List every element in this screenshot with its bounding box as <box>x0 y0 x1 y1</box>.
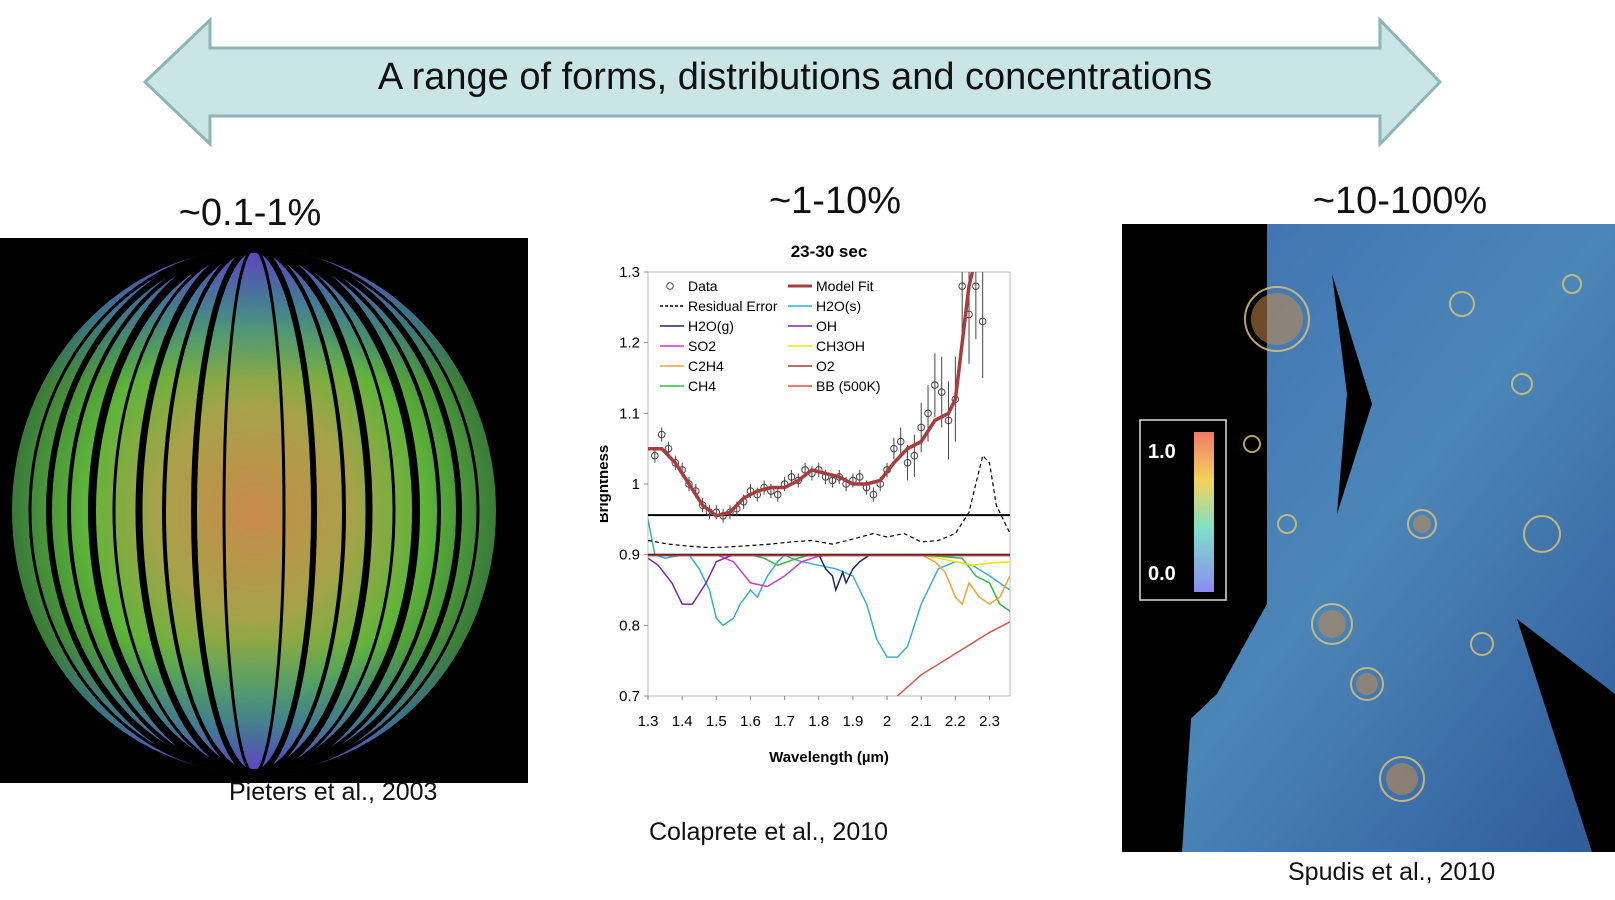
y-tick-label: 1.1 <box>619 405 640 422</box>
x-tick-label: 2.1 <box>911 713 932 730</box>
percent-label-low: ~0.1-1% <box>178 192 322 234</box>
data-point <box>958 282 966 290</box>
legend-label-so2: SO2 <box>688 338 716 354</box>
legend-label-ch4: CH4 <box>688 378 716 394</box>
radar-map-image: 1.0 0.0 <box>1122 224 1615 852</box>
y-tick-label: 0.9 <box>619 547 640 564</box>
data-point <box>937 388 946 396</box>
data-point <box>685 480 693 488</box>
data-point <box>972 282 980 290</box>
x-tick-label: 1.6 <box>740 713 761 730</box>
y-axis-label: Brightness <box>600 445 612 523</box>
moon-globe-graphic <box>12 249 496 773</box>
x-tick-label: 1.5 <box>706 713 727 730</box>
legend-label-ch3oh: CH3OH <box>816 338 865 354</box>
data-point <box>828 476 837 485</box>
legend-label-o2: O2 <box>816 358 835 374</box>
x-tick-label: 1.3 <box>638 713 659 730</box>
data-point <box>910 451 919 460</box>
y-tick-label: 1.2 <box>619 335 640 352</box>
legend-label-model-fit: Model Fit <box>816 278 874 294</box>
spectrum-chart: 23-30 sec 0.7 0.8 0.9 1 1.1 1.2 1.3 1.3 1.4 1.5 1.6… <box>600 242 1011 766</box>
data-point <box>931 381 939 389</box>
series-line-model-fit <box>648 272 975 518</box>
x-tick-label: 1.4 <box>672 713 693 730</box>
plot-series-group <box>648 272 1010 696</box>
x-tick-label: 1.8 <box>808 713 829 730</box>
x-tick-label: 1.7 <box>774 713 795 730</box>
radar-map-graphic: 1.0 0.0 <box>1122 224 1615 852</box>
data-point <box>671 459 680 467</box>
colorbar-min-label: 0.0 <box>1148 563 1176 585</box>
legend-label-data: Data <box>688 278 718 294</box>
series-line-c2h4 <box>648 553 1010 606</box>
citation-pieters: Pieters et al., 2003 <box>229 778 438 806</box>
x-axis-label: Wavelength (µm) <box>769 749 889 766</box>
double-arrow-shape <box>142 16 1443 148</box>
legend-label-h2o-g-: H2O(g) <box>688 318 734 334</box>
colorbar-max-label: 1.0 <box>1148 441 1176 463</box>
citation-colaprete: Colaprete et al., 2010 <box>649 818 889 846</box>
x-tick-label: 2.3 <box>979 713 1000 730</box>
radar-swath <box>1122 224 1615 852</box>
data-point <box>890 444 898 453</box>
chart-title: 23-30 sec <box>791 242 868 261</box>
data-point <box>869 490 878 499</box>
y-tick-label: 1.3 <box>619 264 640 281</box>
data-point <box>664 444 673 453</box>
banner-text: A range of forms, distributions and conc… <box>377 56 1213 98</box>
legend-label-residual-error: Residual Error <box>688 298 778 314</box>
moon-globe-image <box>0 238 528 783</box>
series-line-bb-500k- <box>896 621 1010 696</box>
double-arrow-banner <box>142 16 1443 148</box>
data-point <box>917 423 926 432</box>
legend-label-oh: OH <box>816 318 837 334</box>
data-point <box>924 409 932 418</box>
series-line-h2o-g- <box>648 553 1010 593</box>
data-point <box>773 490 782 499</box>
legend-label-h2o-s-: H2O(s) <box>816 298 861 314</box>
x-tick-label: 2 <box>883 713 891 730</box>
series-line-oh <box>648 553 1010 605</box>
data-point <box>944 416 953 425</box>
legend-label-bb-500k-: BB (500K) <box>816 378 881 394</box>
percent-label-high: ~10-100% <box>1312 180 1488 222</box>
data-point <box>896 437 905 446</box>
legend-label-c2h4: C2H4 <box>688 358 724 374</box>
series-line-residual-error <box>648 454 1010 549</box>
plot-area <box>647 271 1011 697</box>
data-point <box>903 459 912 467</box>
series-line-h2o-s- <box>648 519 1010 658</box>
data-point <box>787 473 796 481</box>
data-point <box>657 430 666 439</box>
x-tick-label: 2.2 <box>945 713 966 730</box>
data-point <box>855 473 864 481</box>
y-tick-label: 1 <box>632 476 640 493</box>
x-tick-label: 1.9 <box>842 713 863 730</box>
y-tick-label: 0.7 <box>619 688 640 705</box>
y-tick-label: 0.8 <box>619 617 640 634</box>
percent-label-mid: ~1-10% <box>768 180 902 222</box>
citation-spudis: Spudis et al., 2010 <box>1288 858 1496 886</box>
data-point <box>978 317 987 326</box>
data-point <box>651 451 659 460</box>
colorbar-gradient <box>1194 432 1214 592</box>
data-point <box>698 501 707 510</box>
legend-marker-data <box>666 282 674 290</box>
